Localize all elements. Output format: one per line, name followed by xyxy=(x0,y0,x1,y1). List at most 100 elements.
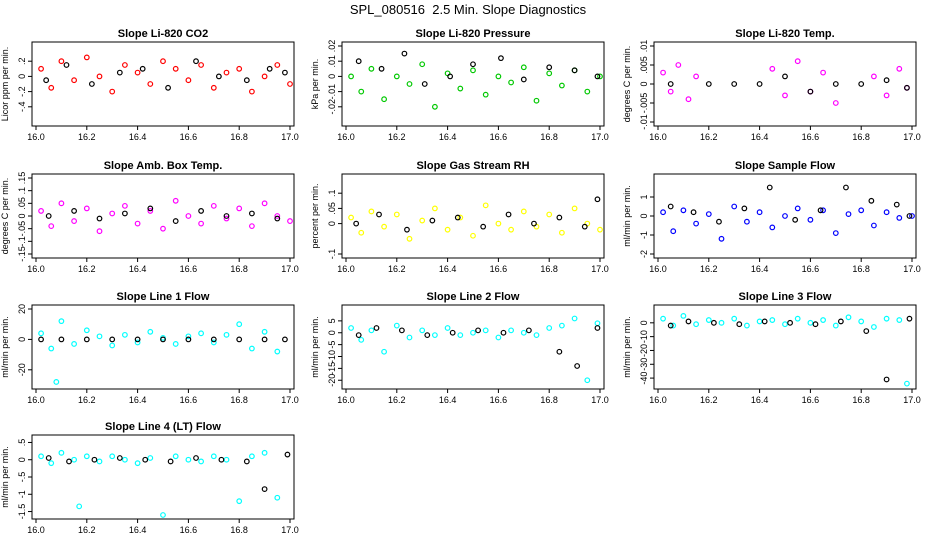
overlay-data-point xyxy=(172,218,179,224)
y-tick-label: -10 xyxy=(639,330,649,343)
x-tick-label: 16.2 xyxy=(700,132,718,142)
data-point xyxy=(96,73,103,80)
data-point xyxy=(261,73,268,80)
data-point xyxy=(83,205,90,212)
data-point xyxy=(38,208,44,214)
data-point xyxy=(381,96,388,103)
data-point xyxy=(533,97,540,104)
data-point xyxy=(248,345,255,352)
data-point xyxy=(185,333,192,340)
data-point xyxy=(223,456,230,463)
x-tick-label: 16.2 xyxy=(78,395,96,405)
data-point xyxy=(845,211,852,218)
overlay-data-point xyxy=(858,81,865,87)
data-point xyxy=(904,380,910,387)
y-axis-label: Licor ppm per min. xyxy=(0,47,10,122)
data-point xyxy=(571,315,578,322)
overlay-data-point xyxy=(843,184,849,191)
data-point xyxy=(261,449,268,456)
data-point xyxy=(121,202,128,209)
y-tick-label: 0 xyxy=(327,221,337,226)
data-point xyxy=(172,453,179,460)
overlay-data-point xyxy=(58,336,65,343)
x-tick-label: 17.0 xyxy=(591,132,609,142)
overlay-data-point xyxy=(787,319,793,326)
x-tick-label: 16.6 xyxy=(490,264,508,274)
y-tick-label: 0 xyxy=(327,74,337,79)
y-tick-label: -.5 xyxy=(17,472,27,483)
chart-panel-10: Slope Line 4 (LT) Flow ml/min per min. 16.… xyxy=(0,421,299,535)
data-point xyxy=(71,218,77,224)
data-point xyxy=(495,220,502,227)
data-point xyxy=(680,313,687,319)
overlay-data-point xyxy=(210,336,217,343)
data-point xyxy=(896,317,903,323)
overlay-data-point xyxy=(449,329,456,336)
data-point xyxy=(718,319,725,326)
data-point xyxy=(520,329,527,336)
plot-frame xyxy=(31,304,295,390)
overlay-data-point xyxy=(807,88,814,95)
data-point xyxy=(896,214,903,221)
overlay-data-point xyxy=(766,184,773,191)
overlay-data-point xyxy=(147,205,154,212)
overlay-data-point xyxy=(236,336,243,343)
overlay-data-point xyxy=(525,327,532,334)
x-tick-label: 17.0 xyxy=(591,395,609,405)
overlay-data-point xyxy=(355,332,362,339)
data-point xyxy=(172,341,179,347)
data-point xyxy=(508,327,515,334)
data-point xyxy=(769,317,776,323)
x-tick-label: 16.0 xyxy=(337,264,355,274)
overlay-data-point xyxy=(215,73,222,80)
y-tick-label: .01 xyxy=(327,55,337,68)
data-point xyxy=(210,453,217,460)
x-tick-label: 16.4 xyxy=(129,264,147,274)
data-point xyxy=(109,88,116,95)
y-tick-label: -1 xyxy=(639,231,649,239)
data-point xyxy=(419,61,426,68)
overlay-data-point xyxy=(731,81,738,87)
x-tick-label: 16.2 xyxy=(700,395,718,405)
x-tick-label: 16.6 xyxy=(490,132,508,142)
y-tick-label: .1 xyxy=(17,187,27,195)
overlay-data-point xyxy=(165,84,171,91)
overlay-data-point xyxy=(121,210,128,217)
x-tick-label: 16.4 xyxy=(129,132,147,142)
data-point xyxy=(287,81,293,87)
chart-title: Slope Line 3 Flow xyxy=(739,291,832,303)
data-point xyxy=(685,96,692,103)
overlay-data-point xyxy=(424,332,431,339)
overlay-data-point xyxy=(160,336,166,343)
data-point xyxy=(883,315,890,322)
data-point xyxy=(660,69,666,76)
data-point xyxy=(584,88,591,95)
data-point xyxy=(185,213,192,219)
x-tick-label: 16.2 xyxy=(78,132,96,142)
x-tick-label: 16.0 xyxy=(27,525,45,535)
plot-frame xyxy=(341,304,605,390)
y-tick-label: -.02 xyxy=(327,99,337,115)
x-tick-label: 16.0 xyxy=(337,395,355,405)
overlay-data-point xyxy=(667,322,674,329)
data-point xyxy=(236,205,243,212)
chart-panel-6: Slope Sample Flow ml/min per min. 16.0 16.2… xyxy=(622,160,921,274)
data-point xyxy=(769,65,776,72)
chart-panel-4: Slope Amb. Box Temp. degrees C per min. 16… xyxy=(0,160,299,274)
overlay-data-point xyxy=(667,203,674,210)
data-point xyxy=(406,81,413,87)
overlay-data-point xyxy=(685,318,692,325)
data-point xyxy=(744,218,750,225)
x-tick-label: 16.4 xyxy=(751,264,769,274)
overlay-data-point xyxy=(705,81,712,87)
overlay-data-point xyxy=(594,196,601,203)
chart-title: Slope Amb. Box Temp. xyxy=(104,160,223,172)
overlay-data-point xyxy=(782,73,788,80)
data-point xyxy=(858,207,865,214)
data-point xyxy=(533,332,540,339)
x-tick-label: 16.8 xyxy=(540,395,558,405)
data-point xyxy=(198,458,205,465)
data-point xyxy=(393,211,400,218)
x-tick-label: 16.2 xyxy=(388,132,406,142)
data-point xyxy=(419,327,426,334)
